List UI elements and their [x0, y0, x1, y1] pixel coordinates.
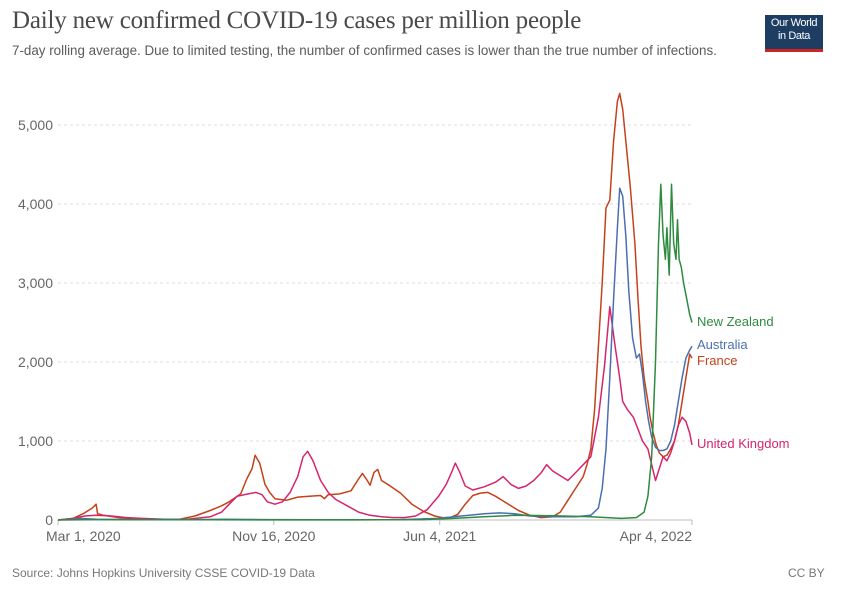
chart-title: Daily new confirmed COVID-19 cases per m… — [12, 7, 582, 34]
chart-subtitle: 7-day rolling average. Due to limited te… — [12, 43, 717, 58]
x-tick-label: Apr 4, 2022 — [620, 528, 693, 544]
x-tick-label: Mar 1, 2020 — [46, 528, 121, 544]
series-label-united-kingdom[interactable]: United Kingdom — [697, 436, 790, 451]
x-tick-label: Nov 16, 2020 — [232, 528, 315, 544]
x-tick-label: Jun 4, 2021 — [403, 528, 476, 544]
logo-line-1: Our World — [770, 17, 818, 29]
series-label-australia[interactable]: Australia — [697, 337, 748, 352]
logo-accent-bar — [765, 49, 823, 52]
y-tick-label: 0 — [45, 512, 53, 528]
series-label-new-zealand[interactable]: New Zealand — [697, 314, 774, 329]
y-axis-ticks: 0 1,000 2,000 3,000 4,000 5,000 — [18, 117, 53, 528]
y-tick-label: 5,000 — [18, 117, 53, 133]
y-tick-label: 4,000 — [18, 196, 53, 212]
series-line-united-kingdom[interactable] — [57, 305, 693, 521]
series-line-new-zealand[interactable] — [57, 183, 693, 521]
license-link[interactable]: CC BY — [788, 566, 825, 580]
series-lines — [57, 92, 693, 521]
gridlines — [58, 124, 692, 442]
y-tick-label: 3,000 — [18, 275, 53, 291]
logo-line-2: in Data — [777, 29, 811, 42]
series-line-australia[interactable] — [57, 187, 693, 521]
y-tick-label: 1,000 — [18, 433, 53, 449]
x-axis: Mar 1, 2020 Nov 16, 2020 Jun 4, 2021 Apr 4,… — [46, 519, 693, 544]
owid-logo[interactable]: Our World in Data — [765, 15, 823, 52]
source-note[interactable]: Source: Johns Hopkins University CSSE CO… — [12, 566, 315, 580]
series-label-france[interactable]: France — [697, 353, 737, 368]
y-tick-label: 2,000 — [18, 354, 53, 370]
series-line-france[interactable] — [57, 92, 693, 521]
